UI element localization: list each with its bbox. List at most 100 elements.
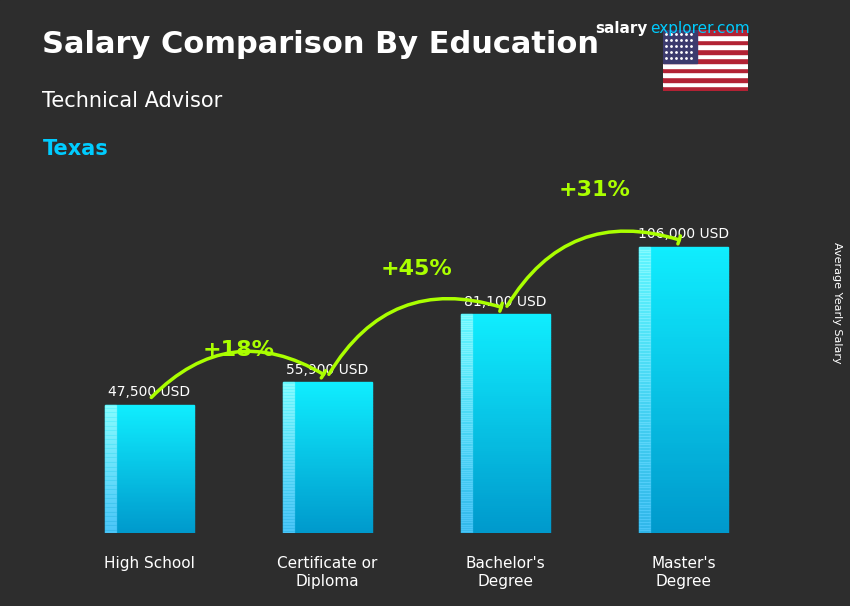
Bar xyxy=(283,415,293,417)
Bar xyxy=(639,479,649,482)
Bar xyxy=(639,290,649,293)
Bar xyxy=(639,407,649,410)
Bar xyxy=(639,502,728,505)
Bar xyxy=(105,483,194,484)
Bar xyxy=(461,463,550,465)
Bar xyxy=(105,458,194,459)
Bar xyxy=(461,341,550,342)
Bar xyxy=(639,424,728,427)
Bar xyxy=(105,505,116,506)
Bar xyxy=(639,247,649,250)
Bar xyxy=(283,441,372,442)
Bar xyxy=(639,359,649,361)
Bar xyxy=(283,517,293,518)
Bar xyxy=(639,318,649,321)
Bar xyxy=(283,484,372,485)
Bar xyxy=(105,446,116,447)
Bar xyxy=(105,501,116,502)
Bar xyxy=(461,527,550,529)
Bar xyxy=(283,387,372,388)
Bar xyxy=(105,501,194,502)
Bar xyxy=(461,349,472,351)
Bar xyxy=(105,460,116,461)
Bar xyxy=(461,413,472,415)
Bar xyxy=(283,456,372,458)
Bar xyxy=(639,510,649,513)
Bar xyxy=(283,467,372,468)
Bar xyxy=(639,476,649,479)
Bar xyxy=(283,385,293,387)
Bar xyxy=(461,316,472,318)
Bar xyxy=(639,341,728,344)
Bar xyxy=(461,417,472,419)
Bar xyxy=(283,429,372,430)
Bar xyxy=(105,461,194,462)
Bar xyxy=(105,522,116,523)
Bar xyxy=(105,467,194,468)
Bar xyxy=(461,476,472,479)
Bar xyxy=(105,498,116,499)
Bar xyxy=(105,514,194,515)
Bar xyxy=(461,487,472,490)
Bar xyxy=(461,393,550,395)
Bar xyxy=(283,532,293,533)
Bar xyxy=(105,508,194,509)
Bar xyxy=(283,445,293,447)
Bar xyxy=(639,507,728,510)
Bar xyxy=(461,353,550,356)
Bar xyxy=(105,429,116,430)
Bar xyxy=(663,35,748,39)
Bar xyxy=(461,327,472,329)
Bar xyxy=(283,502,372,503)
Bar xyxy=(461,391,472,393)
Bar xyxy=(283,520,293,521)
Bar xyxy=(461,502,550,505)
Bar xyxy=(461,479,472,481)
Bar xyxy=(283,505,372,506)
Bar xyxy=(639,444,649,447)
Bar xyxy=(105,470,116,471)
Bar xyxy=(105,447,116,448)
Bar xyxy=(639,307,649,310)
Bar xyxy=(639,410,728,413)
Bar xyxy=(639,467,728,470)
Bar xyxy=(461,472,472,474)
Bar xyxy=(461,498,472,501)
Bar xyxy=(461,364,550,367)
Bar xyxy=(639,419,728,422)
Bar xyxy=(105,473,116,474)
Bar xyxy=(283,448,293,450)
Bar xyxy=(283,415,372,417)
Bar xyxy=(663,58,748,63)
Bar xyxy=(639,422,728,424)
Bar xyxy=(663,53,748,58)
Bar xyxy=(639,373,649,376)
Bar xyxy=(639,476,728,479)
Bar xyxy=(105,438,194,439)
Bar xyxy=(639,399,649,401)
Bar xyxy=(283,518,372,520)
Bar xyxy=(105,474,116,476)
Bar xyxy=(283,424,372,426)
Bar xyxy=(283,512,372,514)
Bar xyxy=(105,486,194,487)
Bar xyxy=(283,521,372,523)
Text: 47,500 USD: 47,500 USD xyxy=(108,385,190,399)
Bar xyxy=(639,470,728,473)
Bar xyxy=(639,330,728,333)
Bar xyxy=(283,407,372,408)
Bar xyxy=(105,405,116,406)
Bar xyxy=(639,525,728,528)
Bar xyxy=(639,295,728,298)
Bar xyxy=(105,486,116,487)
Bar xyxy=(461,525,550,527)
Bar xyxy=(639,370,728,373)
Text: 81,100 USD: 81,100 USD xyxy=(464,295,547,308)
Bar xyxy=(105,423,116,424)
Bar xyxy=(639,499,728,502)
Bar xyxy=(461,375,550,378)
Bar xyxy=(461,433,550,435)
Bar xyxy=(639,450,728,453)
Bar xyxy=(105,437,194,438)
Bar xyxy=(639,364,649,367)
